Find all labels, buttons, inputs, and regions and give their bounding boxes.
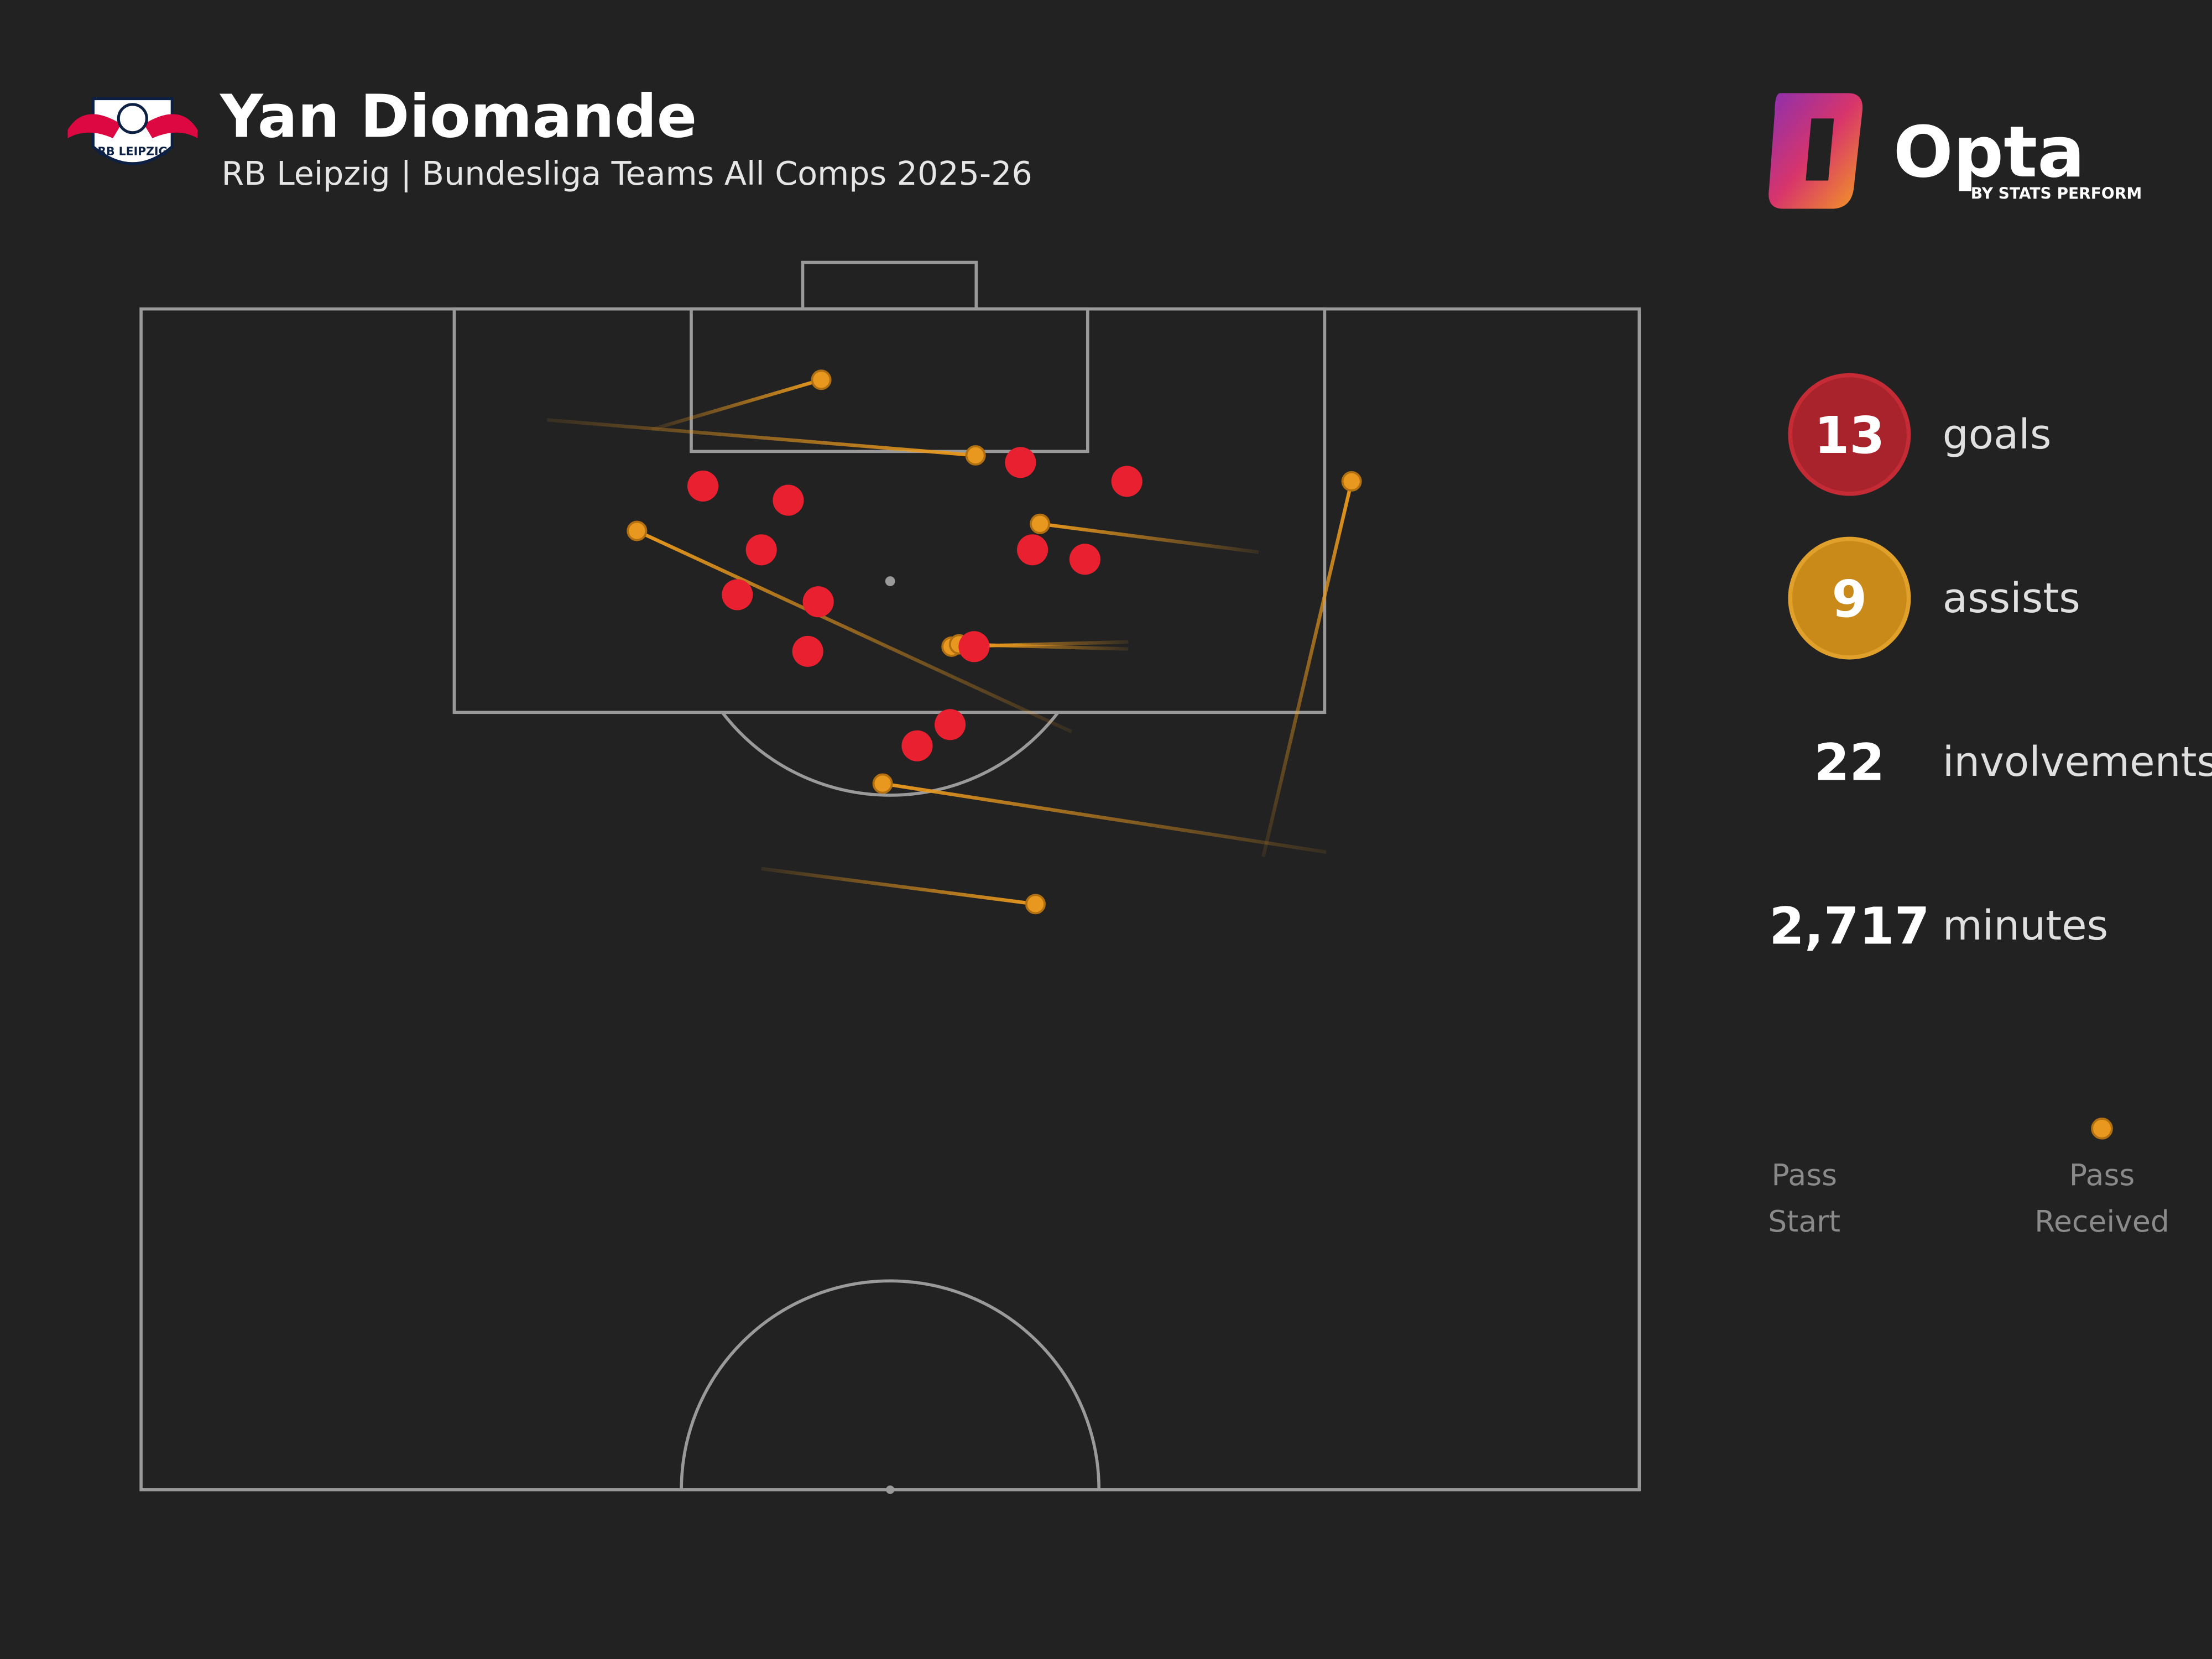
goal bbox=[687, 470, 719, 502]
stat-label: involvements bbox=[1943, 738, 2212, 786]
goal bbox=[722, 579, 753, 611]
pass-line bbox=[1261, 481, 1354, 858]
brand-name: Opta bbox=[1893, 112, 2085, 194]
stat-label: goals bbox=[1943, 411, 2052, 458]
legend-label: Pass bbox=[1771, 1157, 1837, 1192]
subtitle: RB Leipzig | Bundesliga Teams All Comps … bbox=[222, 155, 1032, 192]
pass-received bbox=[872, 773, 893, 794]
brand-logo: Opta BY STATS PERFORM bbox=[1768, 93, 2142, 209]
goal bbox=[745, 534, 777, 566]
marks bbox=[547, 369, 1362, 915]
pass-line bbox=[547, 418, 976, 457]
club-crest: RB LEIPZIG bbox=[67, 97, 198, 165]
stat-value: 9 bbox=[1832, 570, 1867, 629]
goal bbox=[1005, 447, 1036, 478]
pitch bbox=[139, 260, 1641, 1494]
goal bbox=[958, 631, 990, 662]
goal bbox=[1017, 534, 1048, 566]
stat-label: assists bbox=[1943, 575, 2080, 622]
pass-received bbox=[1341, 471, 1362, 492]
title: Yan Diomande bbox=[219, 82, 697, 151]
brand-byline: BY STATS PERFORM bbox=[1971, 185, 2142, 203]
goal bbox=[802, 586, 834, 618]
stat-badge bbox=[1788, 536, 1911, 660]
goal bbox=[901, 730, 933, 761]
pass-received bbox=[965, 445, 986, 466]
goal bbox=[792, 635, 823, 667]
goal bbox=[1069, 544, 1100, 575]
legend-label: Pass bbox=[2069, 1157, 2135, 1192]
stat-value: 13 bbox=[1814, 406, 1885, 465]
stat-badge bbox=[1788, 373, 1911, 496]
stat-label: minutes bbox=[1943, 902, 2108, 950]
legend-dot bbox=[2091, 1118, 2113, 1140]
goal bbox=[773, 484, 804, 516]
goal bbox=[935, 709, 966, 740]
legend-label: Start bbox=[1768, 1204, 1840, 1239]
pass-line bbox=[882, 781, 1327, 854]
crest-text: RB LEIPZIG bbox=[97, 145, 168, 158]
pass-line bbox=[1040, 522, 1259, 554]
pass-line bbox=[761, 867, 1036, 906]
pass-line bbox=[636, 529, 1072, 733]
stat-value: 2,717 bbox=[1769, 897, 1929, 956]
stat-value: 22 bbox=[1814, 733, 1885, 792]
pass-received bbox=[1025, 894, 1046, 915]
legend: Pass Start Pass Received bbox=[1768, 1118, 2169, 1239]
pass-line bbox=[651, 378, 822, 431]
pass-received bbox=[811, 369, 832, 390]
stats-panel: 13 goals 9 assists 22 involvements 2,717 minute… bbox=[1769, 373, 2212, 956]
pass-received bbox=[1030, 513, 1051, 534]
pass-received bbox=[627, 520, 648, 541]
legend-label: Received bbox=[2034, 1204, 2169, 1239]
goal bbox=[1111, 466, 1142, 497]
